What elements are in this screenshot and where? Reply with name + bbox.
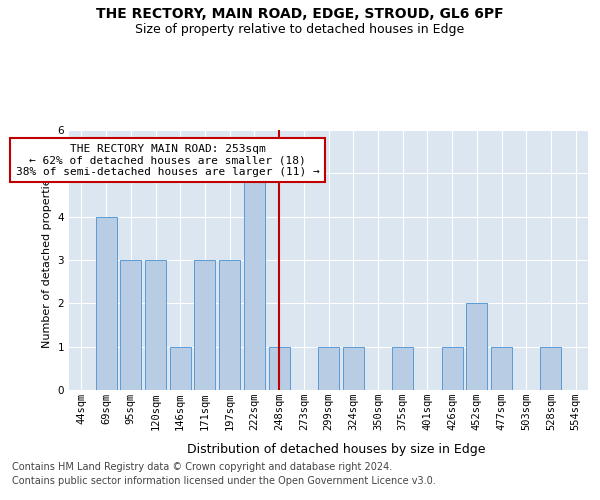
Y-axis label: Number of detached properties: Number of detached properties [42,172,52,348]
Text: Distribution of detached houses by size in Edge: Distribution of detached houses by size … [187,442,485,456]
Text: Contains public sector information licensed under the Open Government Licence v3: Contains public sector information licen… [12,476,436,486]
Bar [219,260,240,390]
Bar [120,260,141,390]
Bar [244,174,265,390]
Bar [318,346,339,390]
Bar [466,304,487,390]
Bar [145,260,166,390]
Bar [491,346,512,390]
Text: THE RECTORY MAIN ROAD: 253sqm
← 62% of detached houses are smaller (18)
38% of s: THE RECTORY MAIN ROAD: 253sqm ← 62% of d… [16,144,320,177]
Bar [194,260,215,390]
Text: Contains HM Land Registry data © Crown copyright and database right 2024.: Contains HM Land Registry data © Crown c… [12,462,392,472]
Bar [343,346,364,390]
Bar [95,216,116,390]
Text: Size of property relative to detached houses in Edge: Size of property relative to detached ho… [136,22,464,36]
Bar [392,346,413,390]
Text: THE RECTORY, MAIN ROAD, EDGE, STROUD, GL6 6PF: THE RECTORY, MAIN ROAD, EDGE, STROUD, GL… [96,8,504,22]
Bar [170,346,191,390]
Bar [442,346,463,390]
Bar [541,346,562,390]
Bar [269,346,290,390]
